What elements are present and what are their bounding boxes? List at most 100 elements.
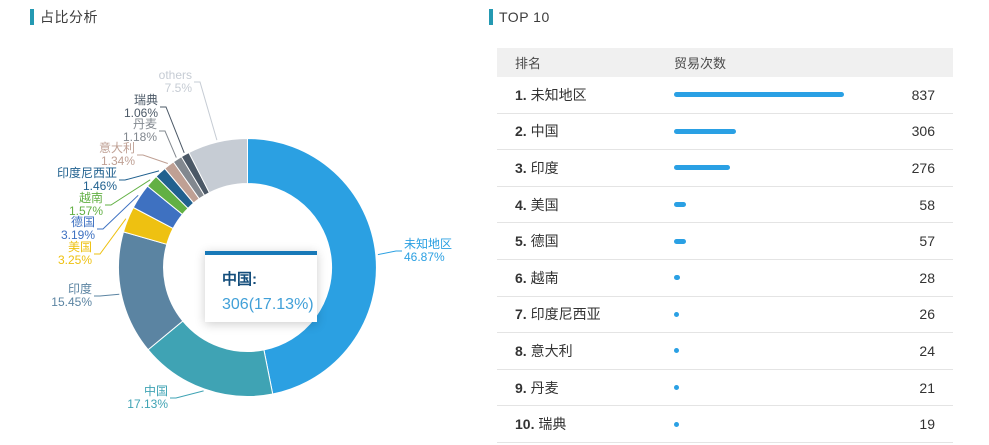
row-rank: 3. (515, 159, 527, 176)
table-row[interactable]: 9. 丹麦 21 (497, 370, 953, 407)
trade-count-bar (674, 202, 686, 208)
row-bar-cell (674, 202, 863, 208)
row-rank: 8. (515, 342, 527, 359)
table-row[interactable]: 8. 意大利 24 (497, 333, 953, 370)
row-value: 24 (919, 342, 935, 359)
pie-leader-line (94, 218, 127, 255)
pie-label-percent: 46.87% (404, 250, 445, 264)
row-rank-name: 4. 美国 (515, 196, 559, 213)
pie-label: 美国 3.25% (58, 241, 92, 267)
row-bar-cell (674, 275, 863, 281)
column-header-trade-count: 贸易次数 (674, 56, 727, 71)
pie-slice[interactable] (188, 137, 248, 194)
title-accent-bar (30, 9, 34, 25)
pie-label-name: 未知地区 (404, 237, 453, 251)
row-value: 19 (919, 416, 935, 433)
pie-label-percent: 15.45% (51, 295, 92, 309)
row-rank: 6. (515, 269, 527, 286)
row-value: 28 (919, 269, 935, 286)
table-row[interactable]: 1. 未知地区 837 (497, 77, 953, 114)
row-value: 58 (919, 196, 935, 213)
row-rank: 7. (515, 306, 527, 323)
table-body: 1. 未知地区 837 2. 中国 306 3. 印度 276 4. 美国 58 5. 德国 57… (497, 77, 953, 443)
pie-leader-line (137, 154, 168, 164)
table-row[interactable]: 3. 印度 276 (497, 150, 953, 187)
row-value: 837 (911, 86, 935, 103)
pie-label-name: 瑞典 (133, 93, 158, 107)
row-bar-cell (674, 238, 863, 244)
row-rank: 9. (515, 379, 527, 396)
pie-label-percent: 17.13% (127, 397, 168, 411)
pie-label: 意大利 1.34% (99, 142, 135, 168)
pie-label-percent: 1.06% (123, 106, 158, 120)
pie-label-percent: 7.5% (164, 81, 192, 95)
table-row[interactable]: 4. 美国 58 (497, 187, 953, 224)
row-rank-name: 10. 瑞典 (515, 416, 567, 433)
pie-leader-line (159, 130, 177, 158)
row-bar-cell (674, 165, 863, 171)
pie-leader-line (170, 390, 204, 399)
title-accent-bar (489, 9, 493, 25)
trade-count-bar (674, 275, 680, 281)
row-rank-name: 1. 未知地区 (515, 86, 587, 103)
pie-label: 德国 3.19% (61, 216, 95, 242)
trade-count-bar (674, 165, 730, 171)
pie-slice[interactable] (247, 137, 377, 395)
table-row[interactable]: 7. 印度尼西亚 26 (497, 297, 953, 334)
row-value: 276 (911, 159, 935, 176)
row-rank: 2. (515, 123, 527, 140)
proportion-panel: 占比分析 未知地区 46.87% 中国 17.13% 印度 15.45% 美国 3.25% 德国… (0, 0, 489, 445)
row-rank-name: 7. 印度尼西亚 (515, 306, 601, 323)
trade-count-bar (674, 421, 679, 427)
pie-label: others 7.5% (159, 69, 192, 95)
pie-label-percent: 1.34% (100, 154, 135, 168)
pie-label: 未知地区 46.87% (404, 238, 452, 264)
table-row[interactable]: 6. 越南 28 (497, 260, 953, 297)
top10-panel: TOP 10 排名 贸易次数 1. 未知地区 837 2. 中国 306 3. 印度 27… (489, 0, 989, 445)
row-bar-cell (674, 385, 863, 391)
pie-leader-line (194, 81, 218, 141)
row-bar-cell (674, 421, 863, 427)
row-value: 306 (911, 123, 935, 140)
table-row[interactable]: 10. 瑞典 19 (497, 406, 953, 443)
row-rank-name: 3. 印度 (515, 159, 559, 176)
row-rank-name: 5. 德国 (515, 233, 559, 250)
column-header-rank: 排名 (515, 56, 542, 71)
pie-label: 越南 1.57% (69, 192, 103, 218)
pie-label-percent: 1.46% (82, 179, 117, 193)
pie-label-percent: 3.25% (57, 253, 92, 267)
table-row[interactable]: 2. 中国 306 (497, 114, 953, 151)
pie-label-name: others (158, 68, 192, 82)
trade-count-bar (674, 92, 844, 98)
pie-label-name: 中国 (143, 384, 168, 398)
proportion-panel-header: 占比分析 (30, 8, 98, 26)
pie-label-name: 印度 (67, 282, 92, 296)
row-rank: 4. (515, 196, 527, 213)
row-value: 57 (919, 233, 935, 250)
donut-chart: 未知地区 46.87% 中国 17.13% 印度 15.45% 美国 3.25% 德国 3.19%… (0, 0, 489, 445)
proportion-title: 占比分析 (40, 9, 98, 25)
pie-leader-line (94, 293, 120, 297)
pie-leader-line (97, 194, 139, 230)
row-rank-name: 9. 丹麦 (515, 379, 559, 396)
top10-title: TOP 10 (499, 9, 550, 25)
row-bar-cell (674, 128, 863, 134)
row-bar-cell (674, 348, 863, 354)
chart-tooltip: 中国: 306(17.13%) (205, 251, 317, 322)
table-header-row: 排名 贸易次数 (497, 48, 953, 77)
pie-label: 瑞典 1.06% (124, 94, 158, 120)
row-rank-name: 8. 意大利 (515, 342, 573, 359)
pie-label-name: 丹麦 (132, 117, 157, 131)
tooltip-value: 306(17.13%) (222, 296, 314, 313)
trade-count-bar (674, 385, 679, 391)
pie-leader-line (105, 179, 151, 206)
pie-label-name: 意大利 (98, 141, 135, 155)
pie-label-percent: 3.19% (60, 228, 95, 242)
row-rank: 1. (515, 86, 527, 103)
row-rank-name: 2. 中国 (515, 123, 559, 140)
table-row[interactable]: 5. 德国 57 (497, 223, 953, 260)
row-rank-name: 6. 越南 (515, 269, 559, 286)
trade-count-bar (674, 238, 686, 244)
pie-leader-line (119, 170, 160, 181)
